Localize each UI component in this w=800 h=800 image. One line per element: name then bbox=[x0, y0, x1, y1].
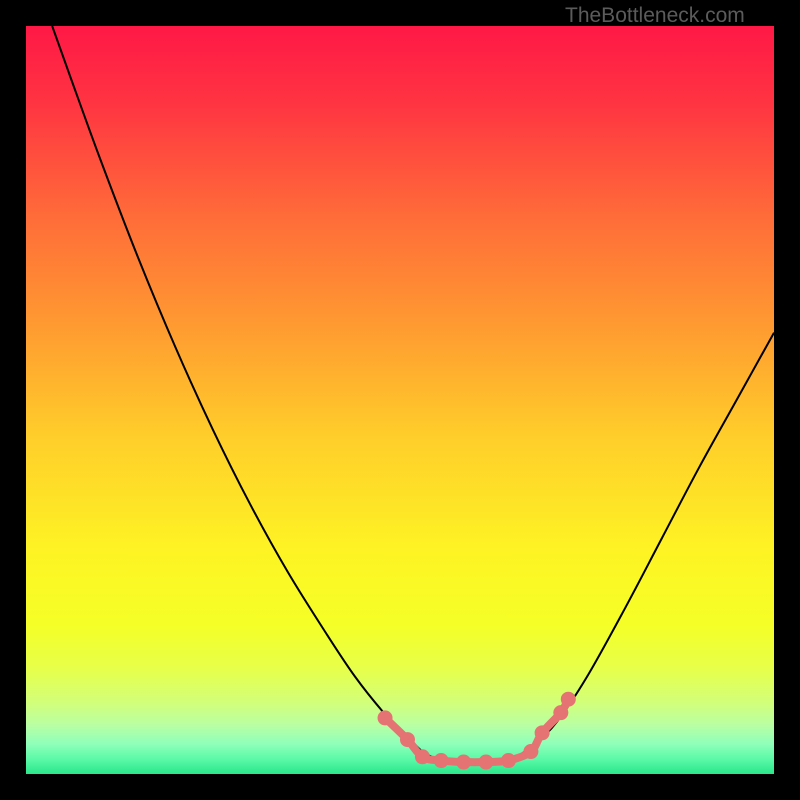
marker-dot bbox=[400, 732, 415, 747]
marker-dot bbox=[553, 705, 568, 720]
marker-dot bbox=[479, 755, 494, 770]
marker-dot bbox=[434, 753, 449, 768]
marker-dot bbox=[378, 710, 393, 725]
marker-dot bbox=[501, 753, 516, 768]
marker-dot bbox=[523, 744, 538, 759]
watermark-text: TheBottleneck.com bbox=[565, 4, 745, 28]
plot-area bbox=[26, 26, 774, 774]
marker-dot bbox=[561, 692, 576, 707]
marker-group bbox=[378, 692, 576, 770]
border-left bbox=[0, 0, 26, 800]
border-bottom bbox=[0, 774, 800, 800]
border-right bbox=[774, 0, 800, 800]
marker-dot bbox=[535, 725, 550, 740]
bottleneck-curve bbox=[52, 26, 774, 765]
marker-dot bbox=[415, 749, 430, 764]
curve-layer bbox=[26, 26, 774, 774]
marker-dot bbox=[456, 755, 471, 770]
chart-frame: TheBottleneck.com bbox=[0, 0, 800, 800]
